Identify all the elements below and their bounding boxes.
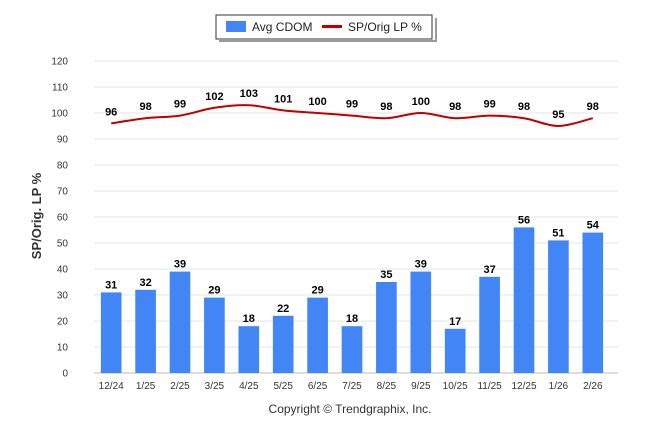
bar-series	[100, 227, 604, 373]
line-value-label: 102	[205, 91, 223, 103]
bar-value-label: 22	[277, 303, 289, 315]
x-tick-label: 1/26	[549, 381, 569, 392]
bar-value-label: 56	[518, 214, 530, 226]
line-value-label: 99	[346, 99, 358, 111]
line-path	[111, 104, 594, 128]
y-tick-label: 90	[57, 135, 69, 146]
bar-value-label: 54	[587, 220, 600, 232]
bar-value-label: 18	[346, 313, 358, 325]
bar	[479, 276, 500, 373]
bar-value-label: 51	[552, 227, 564, 239]
y-tick-label: 40	[57, 265, 69, 276]
x-tick-label: 5/25	[273, 381, 293, 392]
y-tick-label: 80	[57, 161, 69, 172]
bar-value-label: 31	[105, 279, 117, 291]
y-tick-label: 50	[57, 239, 69, 250]
legend-shadow	[435, 18, 437, 41]
line-value-label: 99	[483, 99, 495, 111]
y-tick-label: 20	[57, 317, 69, 328]
bar-value-label: 39	[415, 259, 427, 271]
line-value-label: 98	[587, 101, 599, 113]
y-axis-ticks: 0 10 20 30 40 50 60 70 80 90 100 110 120	[51, 57, 68, 380]
bar-value-label: 18	[243, 313, 255, 325]
bar-value-label: 37	[483, 264, 495, 276]
x-tick-label: 12/24	[99, 381, 124, 392]
x-tick-label: 1/25	[136, 381, 156, 392]
x-tick-label: 7/25	[342, 381, 362, 392]
line-value-label: 100	[308, 96, 326, 108]
line-value-label: 101	[274, 93, 292, 105]
line-value-label: 95	[552, 109, 564, 121]
bar	[204, 297, 225, 373]
y-axis-title: SP/Orig. LP %	[29, 172, 44, 259]
x-tick-label: 6/25	[308, 381, 328, 392]
bar	[238, 326, 260, 373]
bar	[548, 240, 569, 373]
line-value-label: 99	[174, 99, 186, 111]
x-tick-label: 3/25	[205, 381, 225, 392]
legend-item-avg-cdom: Avg CDOM	[226, 20, 312, 34]
line-value-label: 98	[380, 101, 392, 113]
bar-data-labels: 31 32 39 29 18 22 29 18 35 39 17 37 56 51 54	[105, 214, 600, 327]
x-tick-label: 12/25	[511, 381, 536, 392]
y-tick-label: 60	[57, 213, 69, 224]
x-tick-label: 11/25	[477, 381, 502, 392]
legend-label: Avg CDOM	[252, 20, 312, 34]
y-tick-label: 70	[57, 187, 69, 198]
copyright-footer: Copyright © Trendgraphix, Inc.	[269, 402, 432, 416]
bar	[100, 292, 122, 373]
legend-shadow	[219, 40, 437, 42]
bar	[410, 271, 432, 373]
bar-value-label: 32	[139, 277, 151, 289]
bar-value-label: 39	[174, 259, 186, 271]
bar-value-label: 17	[449, 316, 461, 328]
legend-swatch	[322, 25, 342, 28]
y-tick-label: 10	[57, 343, 69, 354]
line-data-labels: 96 98 99 102 103 101 100 99 98 100 98 99 98 95 98	[105, 88, 599, 121]
bar	[376, 282, 397, 373]
line-value-label: 100	[412, 96, 430, 108]
bar	[582, 232, 604, 373]
legend-swatch	[226, 21, 246, 32]
line-value-label: 98	[139, 101, 151, 113]
legend: Avg CDOM SP/Orig LP %	[215, 14, 437, 42]
x-tick-label: 9/25	[411, 381, 431, 392]
bar	[307, 297, 328, 373]
x-axis-ticks: 12/24 1/25 2/25 3/25 4/25 5/25 6/25 7/25 8/25 9/2…	[99, 381, 603, 392]
bar	[513, 227, 535, 373]
x-tick-label: 2/25	[170, 381, 190, 392]
y-tick-label: 30	[57, 291, 69, 302]
bar	[444, 328, 466, 373]
bar-value-label: 35	[380, 269, 392, 281]
bar-value-label: 29	[208, 285, 220, 297]
line-value-label: 96	[105, 106, 117, 118]
y-tick-label: 120	[51, 57, 68, 68]
y-tick-label: 100	[51, 109, 68, 120]
line-value-label: 103	[240, 88, 258, 100]
x-tick-label: 2/26	[583, 381, 603, 392]
bar	[341, 326, 363, 373]
legend-item-sp-orig-lp: SP/Orig LP %	[322, 20, 422, 34]
x-tick-label: 10/25	[443, 381, 468, 392]
bar	[135, 289, 156, 373]
y-tick-label: 110	[52, 83, 68, 94]
line-value-label: 98	[449, 101, 461, 113]
bar	[169, 271, 191, 373]
x-tick-label: 4/25	[239, 381, 259, 392]
y-tick-label: 0	[62, 369, 68, 380]
bar	[272, 315, 294, 373]
bar-value-label: 29	[311, 285, 323, 297]
line-series	[111, 104, 594, 128]
legend-label: SP/Orig LP %	[348, 20, 422, 34]
line-value-label: 98	[518, 101, 530, 113]
x-tick-label: 8/25	[377, 381, 397, 392]
